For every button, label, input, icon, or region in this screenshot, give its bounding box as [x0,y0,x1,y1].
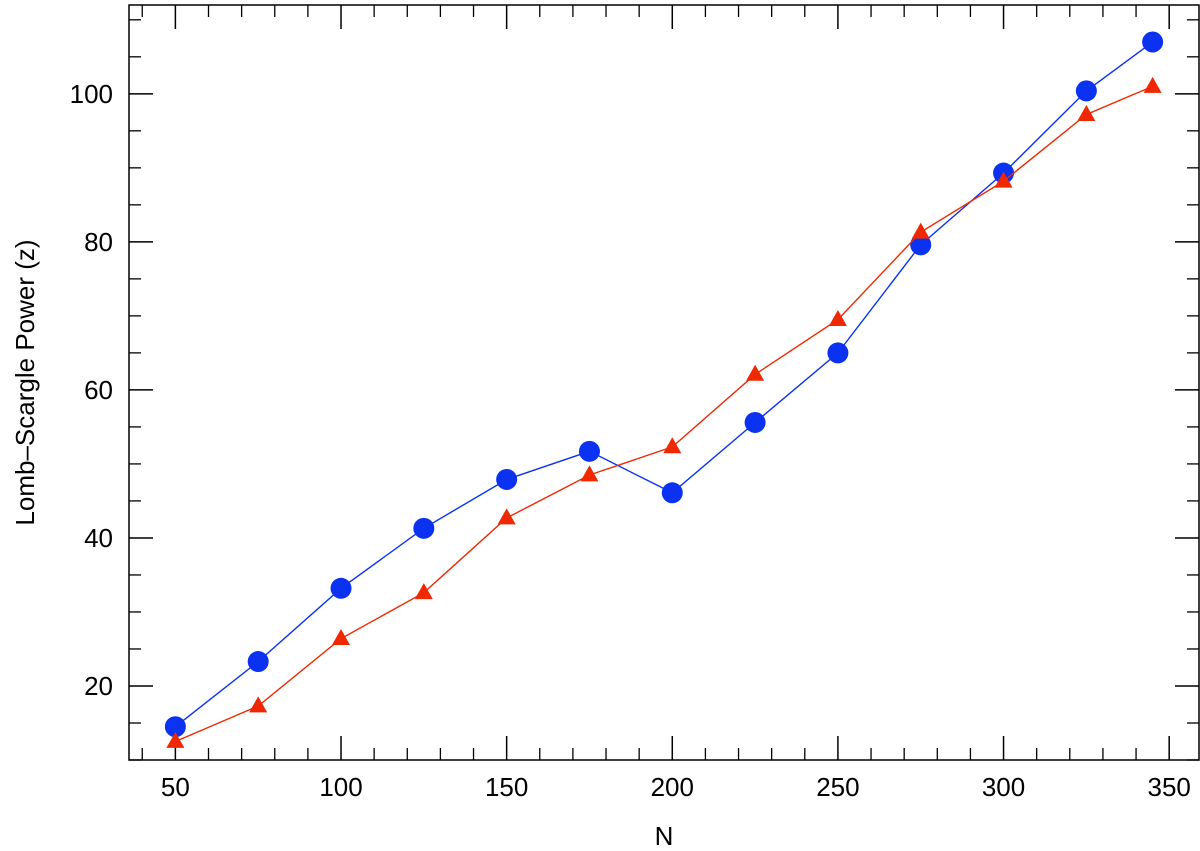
series-1-point [247,651,269,673]
y-tick-label: 60 [84,375,113,405]
y-tick-label: 40 [84,523,113,553]
series-1-point [578,440,600,462]
series-1-point [164,716,186,738]
y-tick-label: 20 [84,671,113,701]
series-2-point [166,731,185,748]
x-tick-labels: 50 100 150 200 250 300 350 [161,772,1191,802]
x-tick-label: 50 [161,772,190,802]
series-2-point [332,629,351,646]
series-1-point [661,482,683,504]
y-tick-label: 80 [84,227,113,257]
series-2-point [1143,76,1162,93]
series-1-point [1142,31,1164,53]
minor-ticks [129,5,1199,761]
major-ticks [129,5,1199,760]
x-tick-label: 300 [982,772,1025,802]
series-2-point [1077,104,1096,121]
plot-frame [128,4,1200,761]
x-tick-label: 250 [816,772,859,802]
series-1-point [827,342,849,364]
series-1-point [1075,80,1097,102]
data-series [164,31,1164,748]
x-axis-title: N [655,821,674,851]
series-2-point [249,696,268,713]
series-1-point [413,517,435,539]
series-1-point [744,411,766,433]
x-tick-label: 350 [1147,772,1190,802]
series-2-point [994,171,1013,188]
series-2-point [497,508,516,525]
x-tick-label: 100 [319,772,362,802]
series-2-point [663,437,682,454]
series-1-point [496,468,518,490]
series-2-point [414,583,433,600]
series-2-point [911,222,930,239]
series-1-point [910,234,932,256]
y-axis-title: Lomb–Scargle Power (z) [10,239,40,525]
x-tick-label: 150 [485,772,528,802]
series-1-point [330,577,352,599]
x-tick-label: 200 [651,772,694,802]
series-1-line [174,41,1154,728]
series-2-point [828,309,847,326]
series-2-point [746,364,765,381]
series-2-point [580,465,599,482]
y-tick-label: 100 [70,79,113,109]
y-tick-labels: 20 40 60 80 100 [70,79,113,701]
